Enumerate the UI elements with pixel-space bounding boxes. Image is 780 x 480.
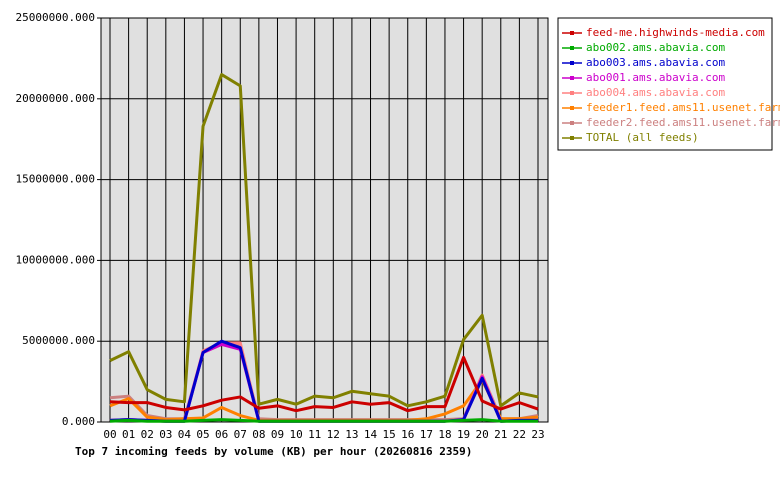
x-tick-label: 03	[159, 428, 172, 441]
legend-label: abo001.ams.abavia.com	[586, 71, 725, 84]
x-tick-label: 09	[271, 428, 284, 441]
legend-marker	[570, 106, 574, 110]
legend-marker	[570, 76, 574, 80]
y-tick-label: 15000000.000	[16, 173, 95, 186]
y-tick-label: 25000000.000	[16, 11, 95, 24]
x-tick-label: 11	[308, 428, 321, 441]
x-tick-label: 17	[420, 428, 433, 441]
x-tick-label: 02	[141, 428, 154, 441]
series-line	[109, 418, 538, 423]
legend-marker	[570, 31, 574, 35]
legend-label: abo004.ams.abavia.com	[586, 86, 725, 99]
legend-label: TOTAL (all feeds)	[586, 131, 699, 144]
x-tick-label: 18	[438, 428, 451, 441]
legend-marker	[570, 91, 574, 95]
x-tick-label: 04	[178, 428, 192, 441]
x-tick-label: 08	[252, 428, 265, 441]
legend-label: feeder2.feed.ams11.usenet.farm	[586, 116, 780, 129]
plot-area	[101, 18, 548, 422]
x-tick-label: 06	[215, 428, 228, 441]
x-tick-label: 01	[122, 428, 135, 441]
x-tick-label: 16	[401, 428, 414, 441]
x-tick-label: 13	[345, 428, 358, 441]
legend-label: abo002.ams.abavia.com	[586, 41, 725, 54]
legend-label: feeder1.feed.ams11.usenet.farm	[586, 101, 780, 114]
x-tick-label: 23	[531, 428, 544, 441]
x-tick-label: 19	[457, 428, 470, 441]
legend	[557, 17, 773, 151]
x-tick-label: 05	[196, 428, 209, 441]
x-tick-label: 21	[494, 428, 507, 441]
x-tick-label: 00	[103, 428, 116, 441]
y-tick-label: 10000000.000	[16, 253, 95, 266]
y-tick-label: 0.000	[62, 415, 95, 428]
series-line	[109, 355, 539, 413]
legend-marker	[570, 136, 574, 140]
y-tick-label: 5000000.000	[22, 334, 95, 347]
chart-title: Top 7 incoming feeds by volume (KB) per …	[75, 445, 472, 458]
x-tick-label: 22	[513, 428, 526, 441]
x-tick-label: 07	[234, 428, 247, 441]
x-tick-label: 12	[327, 428, 340, 441]
x-tick-label: 15	[383, 428, 396, 441]
x-tick-label: 14	[364, 428, 378, 441]
legend-marker	[570, 46, 574, 50]
x-tick-label: 10	[289, 428, 302, 441]
y-tick-label: 20000000.000	[16, 92, 95, 105]
legend-label: feed-me.highwinds-media.com	[586, 26, 765, 39]
legend-label: abo003.ams.abavia.com	[586, 56, 725, 69]
legend-marker	[570, 121, 574, 125]
x-tick-label: 20	[476, 428, 489, 441]
series-line	[109, 73, 539, 408]
legend-marker	[570, 61, 574, 65]
